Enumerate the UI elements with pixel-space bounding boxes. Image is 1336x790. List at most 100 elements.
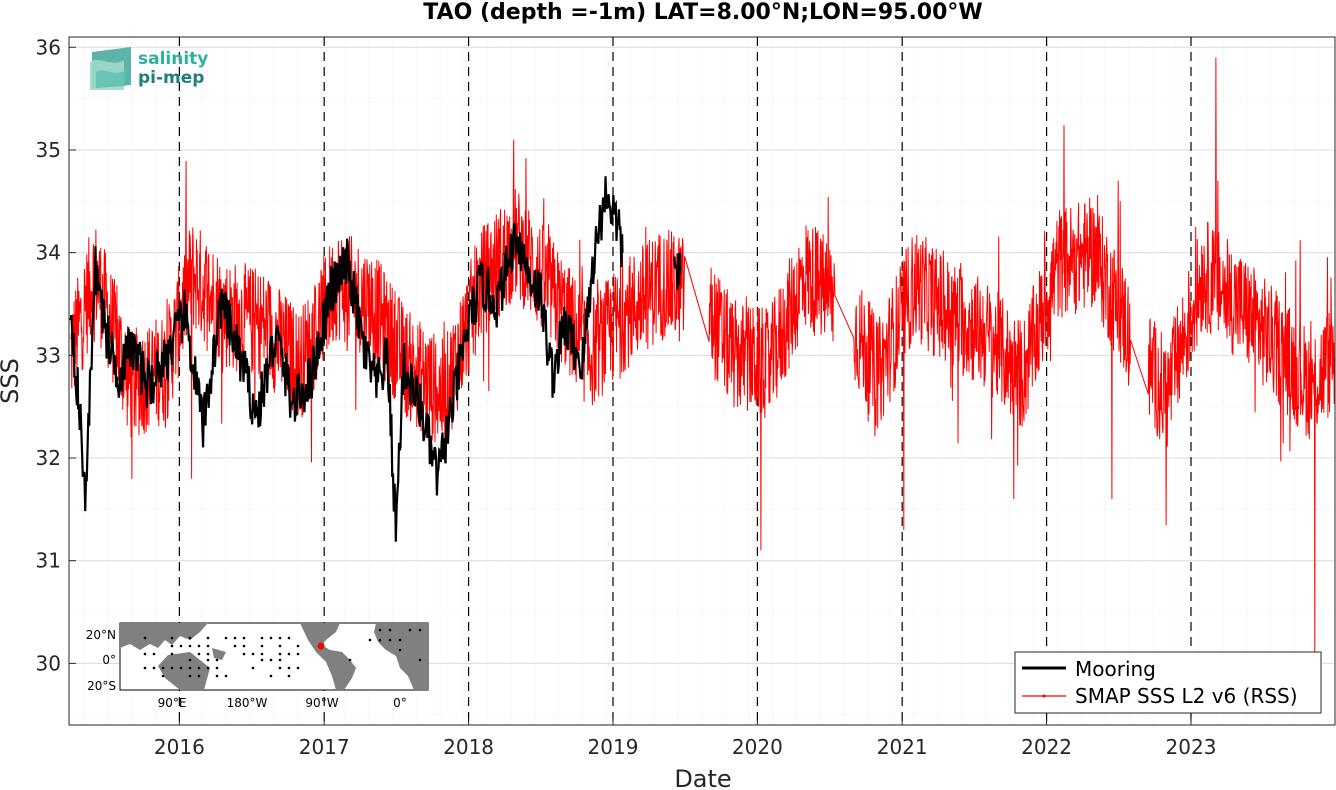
legend-swatch-smap-marker (1042, 694, 1046, 698)
mooring-dot (179, 644, 183, 648)
mooring-dot (188, 658, 192, 662)
mooring-dot (287, 636, 291, 640)
y-tick-label: 30 (36, 651, 61, 675)
mooring-dot (287, 652, 291, 656)
mooring-dot (152, 652, 156, 656)
series-smap-line (70, 57, 1336, 664)
y-tick-label: 32 (36, 446, 61, 470)
mooring-dot (215, 674, 219, 678)
mooring-dot (260, 636, 264, 640)
mooring-dot (296, 644, 300, 648)
mooring-locations (143, 628, 422, 678)
x-tick-label: 2022 (1021, 735, 1072, 759)
mooring-dot (206, 658, 210, 662)
mooring-dot (378, 638, 382, 642)
mooring-dot (296, 666, 300, 670)
mooring-dot (278, 644, 282, 648)
mooring-dot (242, 644, 246, 648)
mooring-dot (242, 636, 246, 640)
legend: Mooring SMAP SSS L2 v6 (RSS) (1014, 651, 1322, 714)
mooring-dot (278, 652, 282, 656)
x-tick-label: 2019 (588, 735, 639, 759)
mooring-dot (233, 644, 237, 648)
mooring-dot (251, 666, 255, 670)
mooring-dot (179, 666, 183, 670)
y-tick-label: 34 (36, 241, 61, 265)
mooring-dot (170, 652, 174, 656)
map-lat-tick-1: 0° (102, 653, 116, 667)
mooring-dot (368, 638, 372, 642)
x-axis-label: Date (674, 765, 731, 790)
map-lat-tick-2: 20°S (87, 679, 116, 693)
map-lon-tick-2: 90°W (305, 696, 338, 710)
map-lat-tick-0: 20°N (86, 628, 116, 642)
mooring-dot (143, 666, 147, 670)
mooring-dot (251, 652, 255, 656)
series-mooring-segment-1 (673, 252, 682, 290)
mooring-dot (143, 636, 147, 640)
map-land-asia-australia (120, 623, 226, 690)
mooring-dot (348, 658, 352, 662)
map-lon-tick-1: 180°W (227, 696, 268, 710)
map-lon-tick-3: 0° (393, 696, 407, 710)
y-tick-label: 35 (36, 138, 61, 162)
plot-area (69, 37, 1335, 725)
salinity-pi-mep-logo: salinity pi-mep (90, 47, 208, 90)
mooring-dot (418, 658, 422, 662)
mooring-dot (398, 648, 402, 652)
mooring-dot (215, 658, 219, 662)
mooring-dot (170, 666, 174, 670)
y-tick-label: 36 (36, 35, 61, 59)
mooring-dot (224, 636, 228, 640)
mooring-dot (269, 636, 273, 640)
legend-label-smap: SMAP SSS L2 v6 (RSS) (1075, 684, 1298, 708)
mooring-dot (287, 666, 291, 670)
legend-label-mooring: Mooring (1075, 657, 1156, 681)
map-land-africa (374, 623, 428, 690)
year-boundary-lines (178, 37, 1192, 725)
mooring-dot (287, 674, 291, 678)
mooring-dot (378, 628, 382, 632)
mooring-dot (170, 644, 174, 648)
mooring-dot (206, 652, 210, 656)
selected-mooring-marker (317, 642, 325, 650)
mooring-dot (188, 636, 192, 640)
x-tick-label: 2016 (154, 735, 205, 759)
mooring-dot (408, 628, 412, 632)
legend-box (1014, 651, 1322, 714)
y-axis-label: SSS (0, 358, 24, 404)
mooring-dot (260, 644, 264, 648)
mooring-dot (143, 652, 147, 656)
x-tick-label: 2020 (732, 735, 783, 759)
mooring-dot (197, 644, 201, 648)
logo-line2: pi-mep (138, 68, 204, 88)
mooring-dot (206, 644, 210, 648)
mooring-dot (170, 636, 174, 640)
mooring-dot (206, 666, 210, 670)
series-mooring-segment-0 (69, 176, 624, 542)
mooring-dot (418, 628, 422, 632)
mooring-dot (242, 652, 246, 656)
series-smap (70, 57, 1336, 664)
mooring-dot (278, 666, 282, 670)
x-tick-label: 2021 (877, 735, 928, 759)
map-land-americas (300, 623, 356, 690)
mooring-dot (233, 636, 237, 640)
series-mooring (69, 176, 682, 542)
mooring-dot (152, 666, 156, 670)
mooring-dot (188, 674, 192, 678)
mooring-dot (206, 636, 210, 640)
y-tick-label: 33 (36, 343, 61, 367)
mooring-dot (260, 658, 264, 662)
mooring-dot (188, 666, 192, 670)
mooring-dot (197, 666, 201, 670)
mooring-dot (278, 658, 282, 662)
x-tick-label: 2018 (443, 735, 494, 759)
mooring-dot (224, 674, 228, 678)
mooring-dot (388, 638, 392, 642)
x-tick-label: 2023 (1166, 735, 1217, 759)
x-axis-ticks: 2016 2017 2018 2019 2020 2021 2022 2023 (154, 718, 1217, 759)
x-tick-label: 2017 (299, 735, 350, 759)
mooring-dot (161, 674, 165, 678)
